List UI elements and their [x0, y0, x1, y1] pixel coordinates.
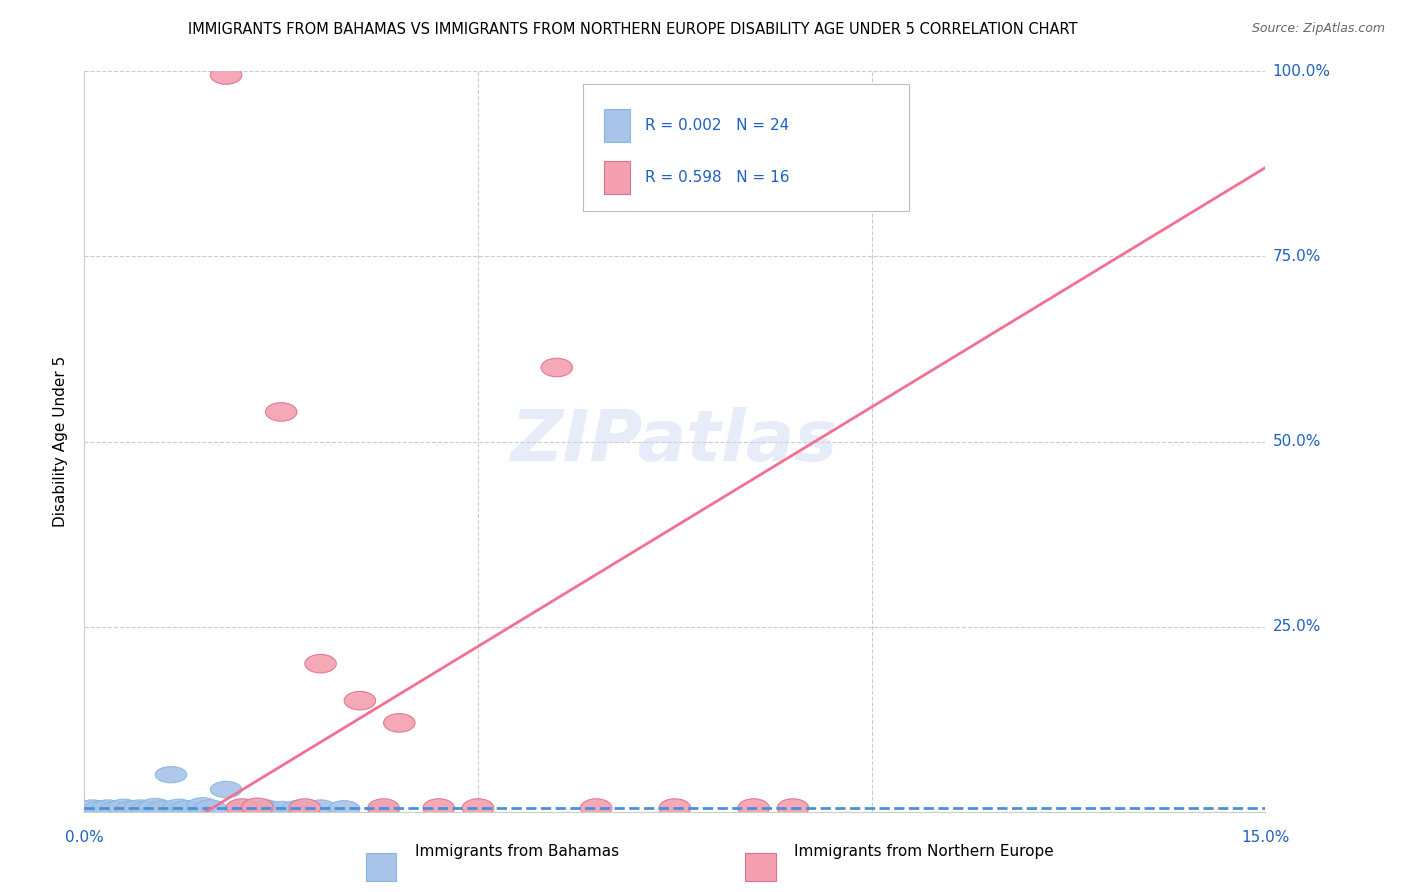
Ellipse shape — [226, 798, 257, 817]
Text: IMMIGRANTS FROM BAHAMAS VS IMMIGRANTS FROM NORTHERN EUROPE DISABILITY AGE UNDER : IMMIGRANTS FROM BAHAMAS VS IMMIGRANTS FR… — [188, 22, 1077, 37]
Ellipse shape — [132, 801, 163, 818]
FancyBboxPatch shape — [605, 161, 630, 194]
Ellipse shape — [463, 798, 494, 817]
Ellipse shape — [211, 781, 242, 797]
Text: ZIPatlas: ZIPatlas — [512, 407, 838, 476]
Ellipse shape — [211, 66, 242, 85]
Ellipse shape — [329, 801, 360, 817]
FancyBboxPatch shape — [582, 84, 908, 211]
Ellipse shape — [281, 801, 312, 817]
Ellipse shape — [344, 691, 375, 710]
Ellipse shape — [226, 800, 257, 816]
Text: Immigrants from Northern Europe: Immigrants from Northern Europe — [794, 845, 1054, 859]
Ellipse shape — [148, 801, 179, 817]
Ellipse shape — [194, 800, 226, 816]
Ellipse shape — [290, 798, 321, 817]
Text: R = 0.598   N = 16: R = 0.598 N = 16 — [645, 169, 790, 185]
Ellipse shape — [423, 798, 454, 817]
Ellipse shape — [738, 798, 769, 817]
Ellipse shape — [368, 798, 399, 817]
Ellipse shape — [368, 801, 399, 818]
Text: Source: ZipAtlas.com: Source: ZipAtlas.com — [1251, 22, 1385, 36]
Ellipse shape — [384, 714, 415, 732]
Text: 15.0%: 15.0% — [1241, 830, 1289, 845]
Ellipse shape — [581, 798, 612, 817]
Ellipse shape — [100, 801, 132, 818]
Ellipse shape — [242, 798, 273, 816]
Ellipse shape — [124, 800, 155, 816]
Text: 75.0%: 75.0% — [1272, 249, 1320, 264]
Ellipse shape — [172, 801, 202, 817]
Ellipse shape — [266, 801, 297, 818]
Text: R = 0.002   N = 24: R = 0.002 N = 24 — [645, 118, 790, 133]
Ellipse shape — [266, 402, 297, 421]
Ellipse shape — [115, 801, 148, 817]
Ellipse shape — [187, 797, 218, 814]
Ellipse shape — [76, 800, 108, 816]
Text: Immigrants from Bahamas: Immigrants from Bahamas — [415, 845, 619, 859]
Ellipse shape — [305, 655, 336, 673]
Ellipse shape — [250, 800, 281, 816]
Text: 100.0%: 100.0% — [1272, 64, 1330, 78]
Ellipse shape — [155, 766, 187, 783]
Ellipse shape — [84, 801, 115, 817]
Ellipse shape — [233, 801, 266, 817]
Ellipse shape — [139, 798, 172, 814]
Ellipse shape — [163, 799, 194, 815]
Text: 50.0%: 50.0% — [1272, 434, 1320, 449]
Text: 0.0%: 0.0% — [65, 830, 104, 845]
Y-axis label: Disability Age Under 5: Disability Age Under 5 — [53, 356, 69, 527]
Ellipse shape — [659, 798, 690, 817]
Text: 25.0%: 25.0% — [1272, 619, 1320, 634]
Ellipse shape — [305, 800, 336, 816]
Ellipse shape — [108, 799, 139, 815]
Ellipse shape — [93, 800, 124, 816]
Ellipse shape — [541, 359, 572, 376]
Ellipse shape — [778, 798, 808, 817]
FancyBboxPatch shape — [605, 109, 630, 142]
